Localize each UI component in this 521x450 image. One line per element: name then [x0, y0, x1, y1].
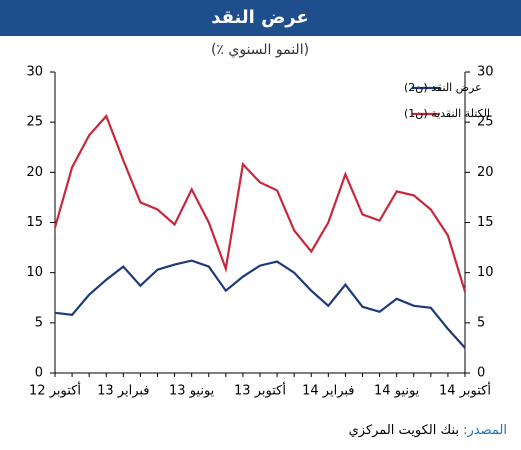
x-tick-label: فبراير 14	[302, 384, 354, 399]
y2-tick-label: 5	[477, 315, 485, 330]
y2-tick-label: 10	[477, 265, 494, 280]
legend-label: عرض النقد (ن2)	[404, 81, 482, 94]
y-tick-label: 30	[26, 65, 43, 80]
chart-title: عرض النقد	[211, 7, 309, 28]
y-tick-label: 5	[35, 315, 43, 330]
series-line	[54, 259, 466, 349]
y2-tick-label: 15	[477, 215, 494, 230]
x-tick-label: يونيو 14	[374, 384, 420, 399]
x-tick-label: أكتوبر 14	[439, 382, 491, 399]
y-tick-label: 20	[26, 165, 43, 180]
y2-tick-label: 25	[477, 115, 494, 130]
x-tick-label: أكتوبر 12	[29, 382, 81, 399]
chart: عرض النقد (٪ النمو السنوي) 0 5 10 15 20 25 30 0…	[0, 0, 521, 399]
x-tick-label: فبراير 13	[97, 384, 149, 399]
title-bar	[0, 0, 521, 36]
legend-label: الكتلة النقدية (ن1)	[404, 107, 490, 120]
y2-tick-label: 20	[477, 165, 494, 180]
y-tick-label: 0	[35, 366, 43, 381]
series-line	[53, 114, 467, 293]
y-tick-label: 15	[26, 215, 43, 230]
x-tick-label: يونيو 13	[169, 384, 215, 399]
x-tick-label: أكتوبر 13	[234, 382, 286, 399]
source: المصدر: بنك الكويت المركزي	[349, 423, 507, 438]
source-text: بنك الكويت المركزي	[348, 423, 460, 438]
y2-tick-label: 0	[477, 366, 485, 381]
y-tick-label: 10	[26, 265, 43, 280]
source-label: المصدر:	[463, 423, 507, 438]
y2-tick-label: 30	[477, 65, 494, 80]
chart-subtitle: (٪ النمو السنوي)	[211, 42, 309, 58]
y-tick-label: 25	[26, 115, 43, 130]
